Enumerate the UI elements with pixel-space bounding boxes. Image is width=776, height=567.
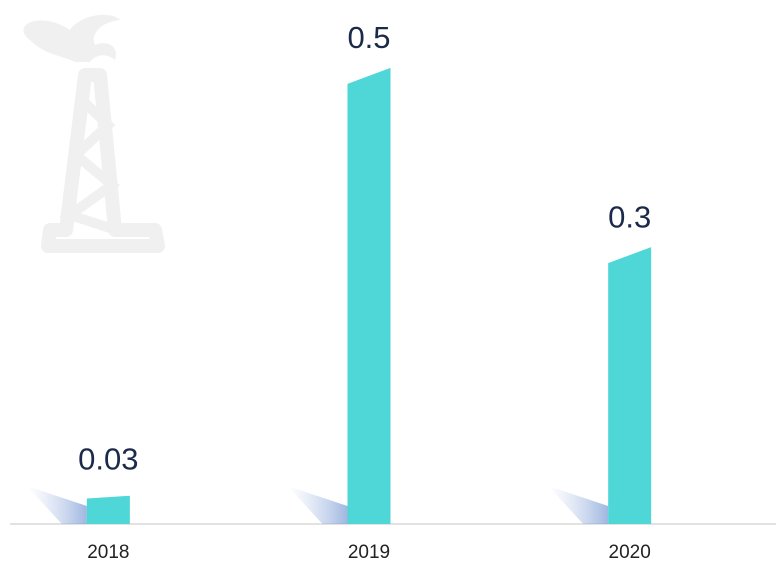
x-tick-label: 2019 bbox=[348, 542, 390, 563]
derrick-icon bbox=[23, 14, 165, 253]
bar bbox=[86, 495, 130, 524]
value-label: 0.5 bbox=[347, 20, 390, 55]
bar-shadow bbox=[26, 486, 87, 524]
bar-shadow bbox=[287, 486, 348, 524]
value-label: 0.3 bbox=[608, 199, 651, 234]
x-tick-label: 2020 bbox=[609, 542, 651, 563]
bar bbox=[347, 67, 391, 525]
bar bbox=[608, 247, 652, 524]
x-tick-label: 2018 bbox=[87, 542, 129, 563]
bar-shadow bbox=[548, 486, 609, 524]
value-label: 0.03 bbox=[78, 441, 138, 476]
